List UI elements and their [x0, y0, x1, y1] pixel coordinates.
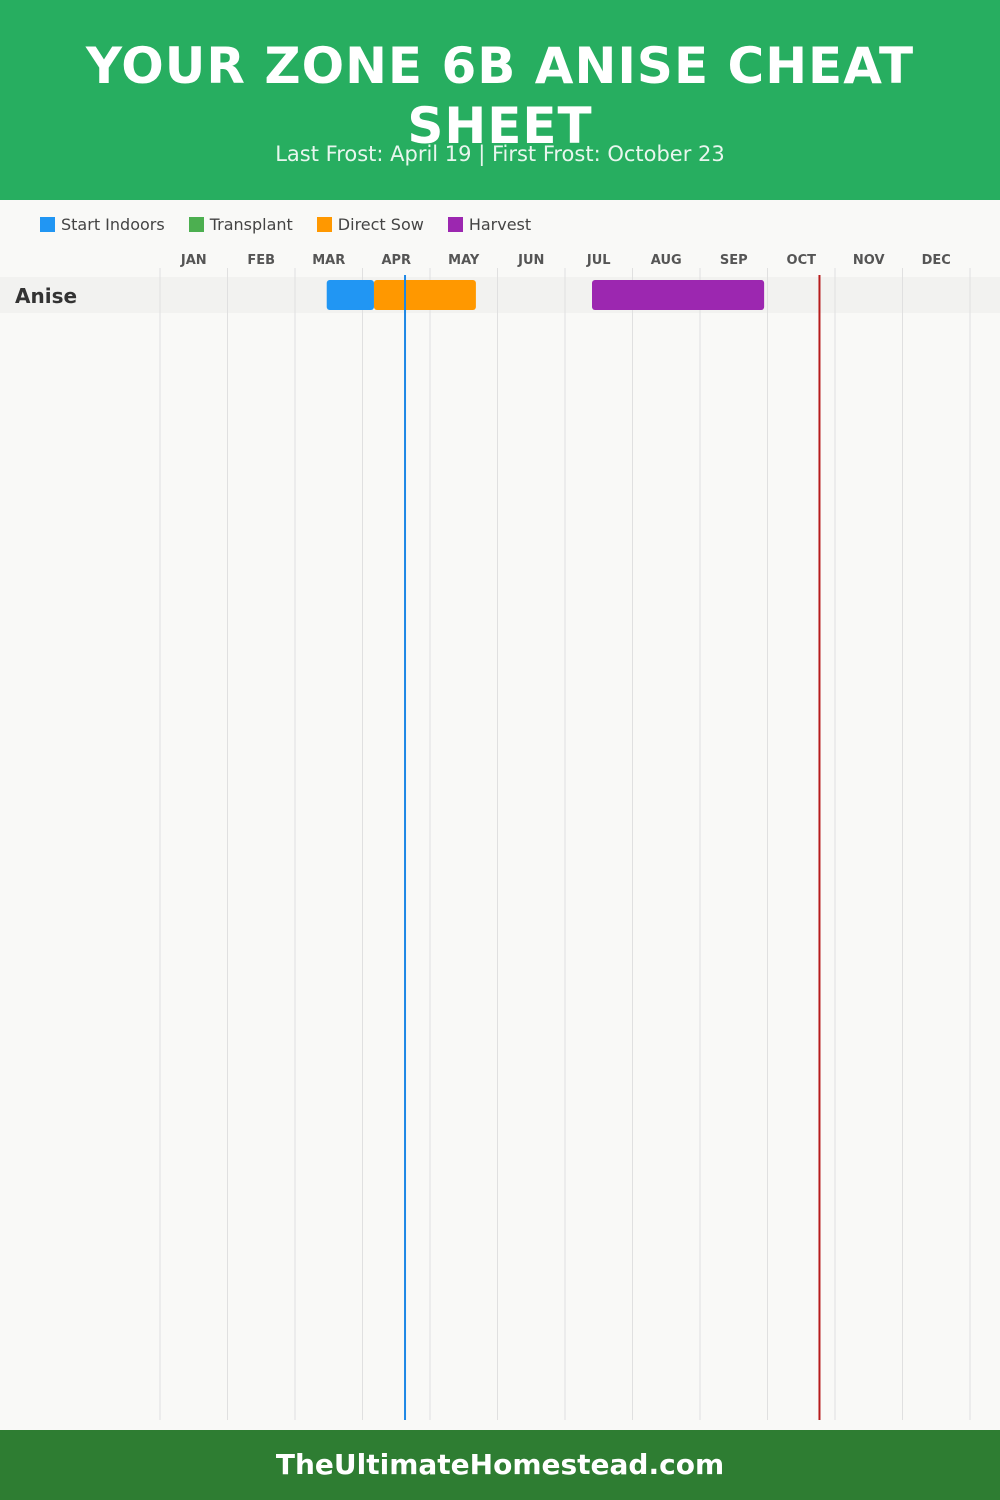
- header: YOUR ZONE 6B ANISE CHEAT SHEET Last Fros…: [0, 0, 1000, 200]
- task-bar-direct-sow: [373, 280, 476, 310]
- row-background: [0, 277, 1000, 313]
- crop-label: Anise: [15, 284, 77, 308]
- legend-item: Start Indoors: [40, 215, 165, 234]
- page-title: YOUR ZONE 6B ANISE CHEAT SHEET: [85, 37, 915, 155]
- footer: TheUltimateHomestead.com: [0, 1430, 1000, 1500]
- month-label: JUN: [517, 253, 544, 268]
- month-label: AUG: [651, 253, 682, 268]
- legend-label: Direct Sow: [337, 215, 424, 234]
- month-label: FEB: [247, 253, 275, 268]
- month-label: APR: [381, 253, 411, 268]
- legend-item: Harvest: [447, 215, 532, 234]
- legend-label: Start Indoors: [61, 215, 165, 234]
- task-bar-start-indoors: [326, 280, 374, 310]
- legend-swatch: [188, 217, 204, 232]
- legend-label: Transplant: [209, 215, 293, 234]
- legend: Start Indoors Transplant Direct Sow Harvest: [40, 215, 531, 234]
- month-label: MAR: [312, 253, 345, 268]
- task-bar-harvest: [592, 280, 765, 310]
- month-label: DEC: [922, 253, 951, 268]
- legend-label: Harvest: [468, 215, 532, 234]
- legend-item: Transplant: [188, 215, 293, 234]
- month-label: NOV: [853, 253, 885, 268]
- legend-swatch: [447, 217, 463, 232]
- planting-chart: JAN FEB MAR APR MAY JUN JUL AUG SEP OCT NOV DEC Anis…: [0, 253, 1000, 1420]
- legend-swatch: [316, 217, 332, 232]
- month-label: SEP: [720, 253, 748, 268]
- month-label: JUL: [586, 253, 611, 268]
- frost-dates-subtitle: Last Frost: April 19 | First Frost: Octo…: [275, 142, 725, 166]
- legend-swatch: [40, 217, 55, 232]
- month-label: OCT: [787, 253, 817, 268]
- month-label: MAY: [448, 253, 480, 268]
- legend-item: Direct Sow: [316, 215, 424, 234]
- month-label: JAN: [180, 253, 207, 268]
